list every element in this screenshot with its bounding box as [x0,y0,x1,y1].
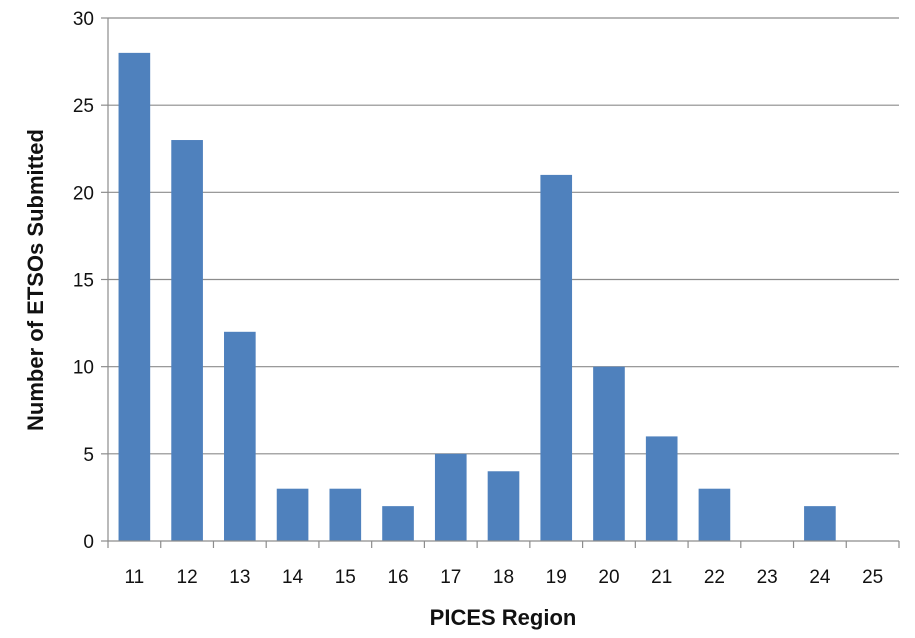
bar-24 [804,506,836,541]
bar-14 [276,488,309,541]
bar-16 [382,506,414,541]
axes [101,17,900,548]
x-tick-label: 14 [282,567,304,588]
x-tick-label: 11 [124,567,144,588]
bar-13 [224,331,256,541]
x-tick-label: 24 [809,567,831,588]
x-tick-label: 18 [493,567,514,588]
bar-20 [593,366,625,541]
x-tick-label: 21 [651,567,672,588]
x-axis-title: PICES Region [430,605,577,630]
bar-21 [645,436,678,541]
bar-17 [434,453,467,541]
y-tick-label: 15 [73,271,94,292]
x-tick-label: 25 [862,567,883,588]
y-tick-label: 10 [73,358,94,379]
x-tick-label: 20 [598,567,619,588]
y-axis-title: Number of ETSOs Submitted [23,129,48,431]
bar-12 [171,140,203,542]
bar-15 [329,488,362,541]
x-tick-label: 22 [704,567,725,588]
x-tick-label: 17 [440,567,461,588]
tick-labels: 0 5 10 15 20 25 30 11 12 13 14 15 16 17 18 19 20 21 22 23 24… [73,9,883,588]
x-tick-label: 12 [177,567,198,588]
y-tick-label: 0 [83,532,94,553]
x-tick-label: 15 [335,567,356,588]
bar-19 [540,174,573,541]
x-tick-label: 19 [546,567,567,588]
bar-11 [118,52,151,541]
bars [118,52,836,542]
x-tick-label: 16 [387,567,408,588]
x-tick-label: 13 [229,567,250,588]
bar-22 [698,488,731,541]
y-tick-label: 25 [73,96,94,117]
y-tick-label: 20 [73,183,94,204]
bar-18 [487,471,520,541]
y-tick-label: 5 [83,445,94,466]
x-tick-label: 23 [757,567,778,588]
y-tick-label: 30 [73,9,94,30]
